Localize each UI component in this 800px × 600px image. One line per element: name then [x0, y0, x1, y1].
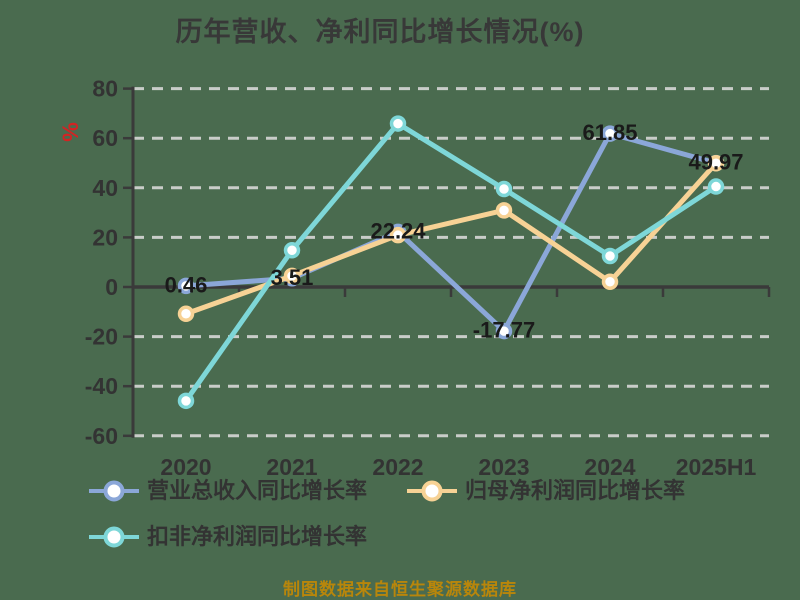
y-tick-label: 20 — [92, 224, 118, 250]
data-point-marker — [495, 322, 513, 340]
legend-item-net-profit-growth: 归母净利润同比增长率 — [406, 479, 685, 503]
data-point-marker — [601, 273, 619, 291]
data-point-label: 3.51 — [271, 265, 314, 290]
legend-item-revenue-growth: 营业总收入同比增长率 — [88, 479, 367, 503]
legend-marker-net-profit-icon — [407, 480, 457, 502]
data-point-marker — [601, 125, 619, 142]
data-point-marker — [707, 178, 725, 195]
x-tick-label: 2020 — [160, 454, 211, 480]
y-tick-label: 80 — [92, 76, 118, 102]
series-line-0 — [183, 131, 719, 334]
data-point-label: -17.77 — [473, 318, 535, 343]
data-point-label: 22.24 — [370, 218, 426, 243]
x-tick-label: 2022 — [372, 454, 423, 480]
chart-title: 历年营收、净利同比增长情况(%) — [175, 17, 585, 47]
data-point-marker — [177, 277, 195, 295]
data-point-marker — [707, 154, 725, 172]
x-tick-label: 2023 — [478, 454, 529, 480]
x-tick-label: 2024 — [584, 454, 635, 480]
data-point-marker — [601, 247, 619, 265]
series-line-1 — [183, 160, 719, 317]
y-tick-label: -20 — [85, 324, 118, 350]
series-line-2 — [183, 121, 719, 404]
data-point-marker — [177, 305, 195, 323]
y-tick-label: 40 — [92, 175, 118, 201]
data-point-marker — [495, 180, 513, 198]
y-tick-label: 60 — [92, 125, 118, 151]
data-point-marker — [389, 226, 407, 244]
legend-item-nongaap-profit-growth: 扣非净利润同比增长率 — [88, 525, 367, 549]
data-point-marker — [495, 202, 513, 219]
x-tick-label: 2025H1 — [676, 454, 757, 480]
y-tick-label: 0 — [105, 274, 118, 300]
data-point-marker — [389, 115, 407, 132]
data-point-marker — [283, 242, 301, 259]
data-point-marker — [177, 392, 195, 410]
legend-label-net-profit-growth: 归母净利润同比增长率 — [465, 478, 686, 503]
data-point-label: 61.85 — [582, 120, 637, 145]
y-tick-label: -40 — [85, 373, 118, 399]
data-source-caption: 制图数据来自恒生聚源数据库 — [283, 580, 517, 599]
y-tick-label: -60 — [85, 423, 118, 449]
legend-marker-nongaap-icon — [89, 526, 139, 548]
data-point-label: 0.46 — [165, 272, 208, 297]
x-tick-label: 2021 — [266, 454, 317, 480]
legend-marker-revenue-icon — [89, 480, 139, 502]
legend-label-nongaap-profit-growth: 扣非净利润同比增长率 — [147, 524, 368, 549]
data-point-marker — [283, 267, 301, 285]
data-point-label: 49.97 — [688, 150, 743, 175]
legend-label-revenue-growth: 营业总收入同比增长率 — [147, 478, 368, 503]
